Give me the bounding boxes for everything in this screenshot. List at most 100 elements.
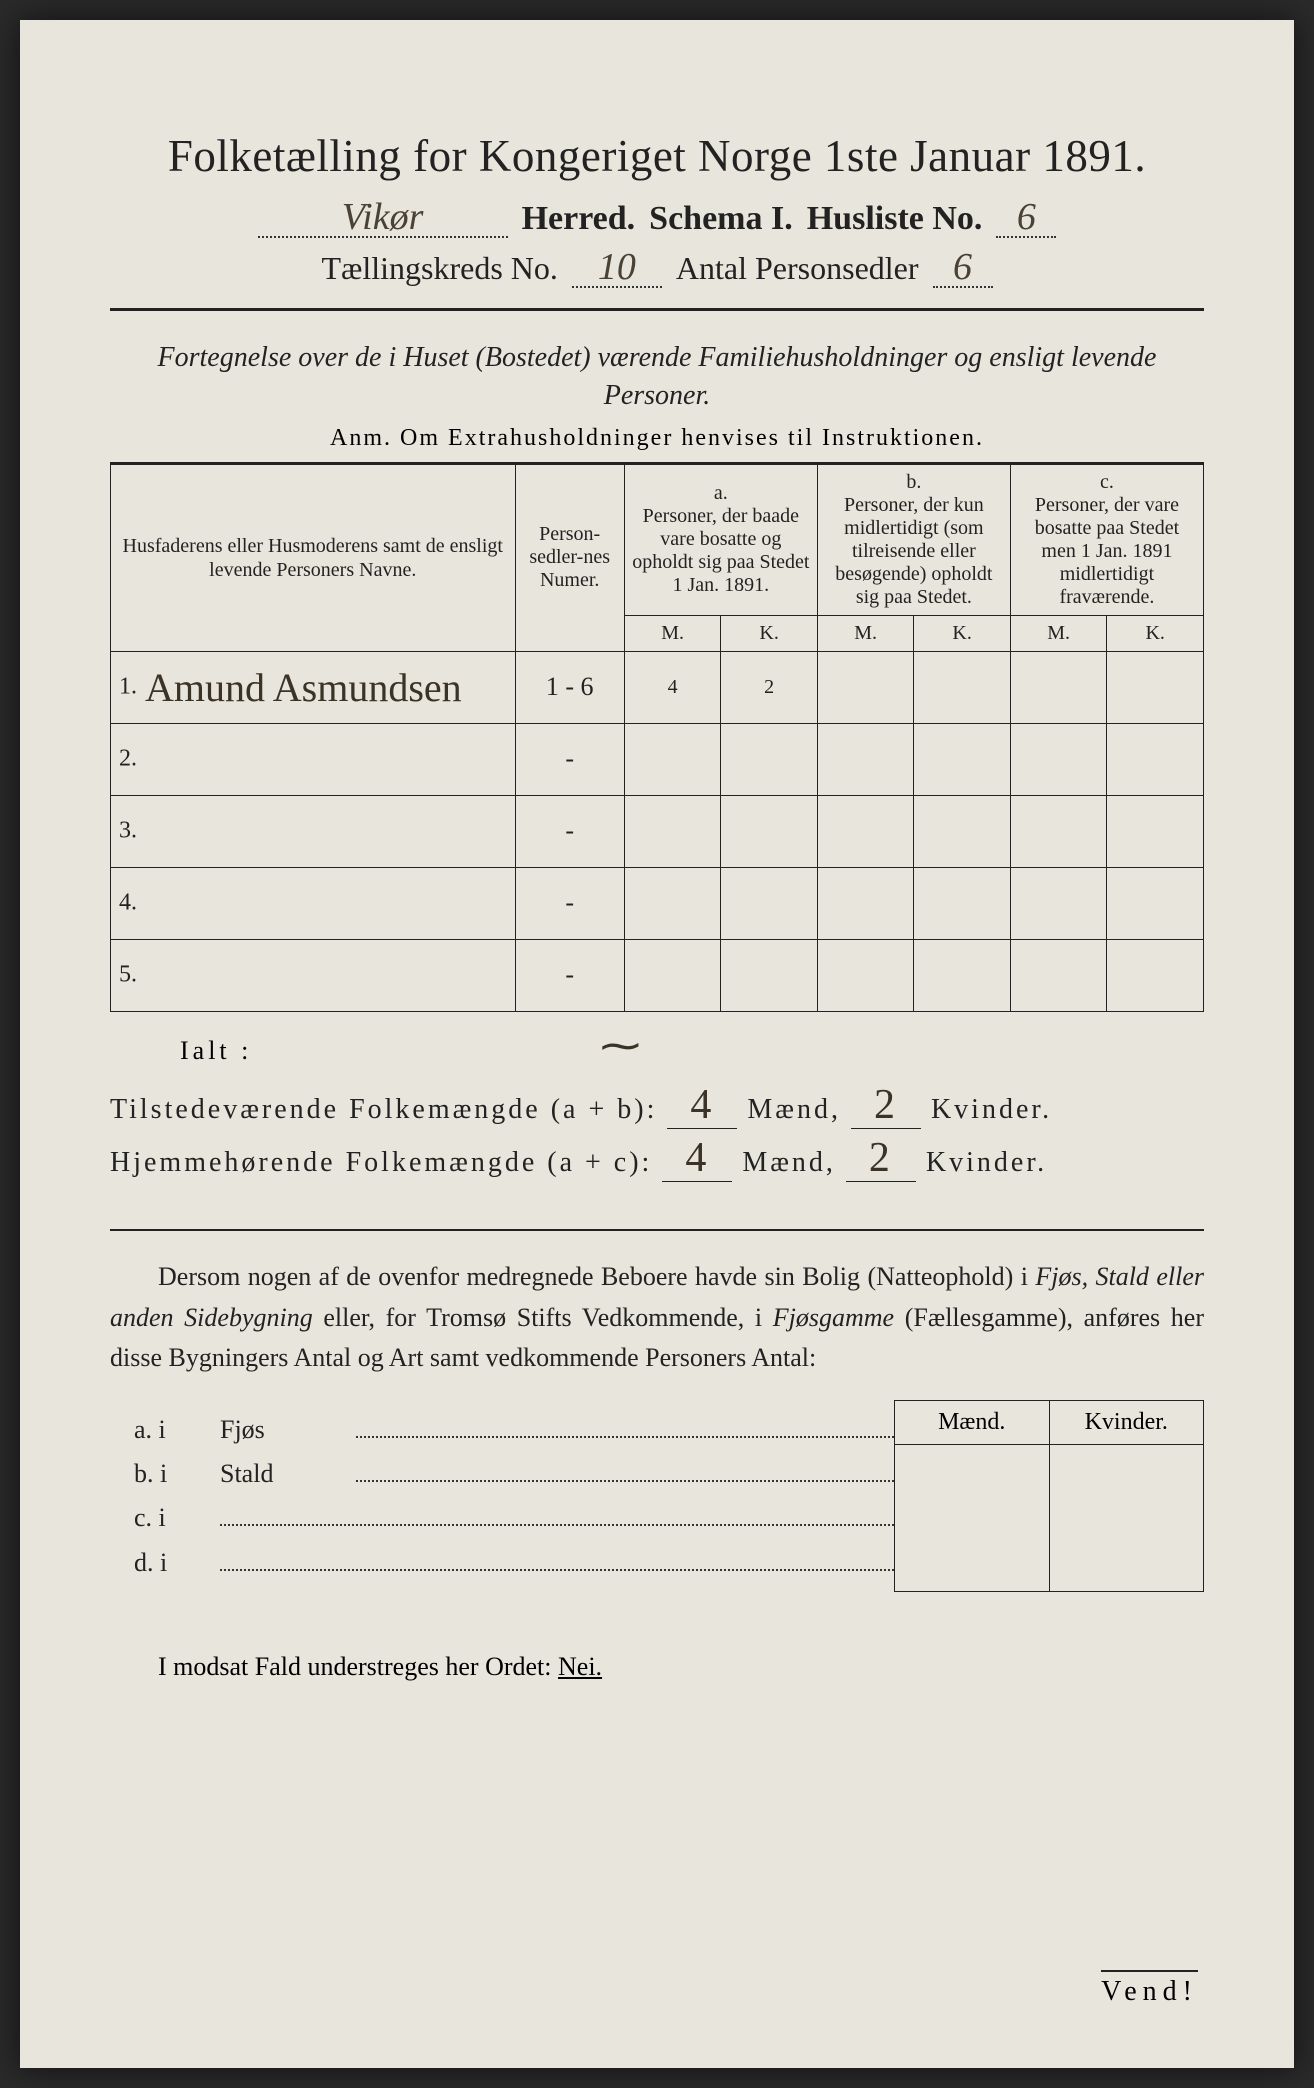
lower-left: a. i Fjøs b. i Stald c. i d. i	[110, 1400, 894, 1592]
col-b-text: Personer, der kun midlertidigt (som tilr…	[824, 494, 1004, 609]
totals-line-2: Hjemmehørende Folkemængde (a + c): 4 Mæn…	[110, 1136, 1204, 1189]
row4-name: 4.	[111, 867, 516, 939]
row5-num: -	[515, 939, 624, 1011]
table-body: 1. Amund Asmundsen 1 - 6 4 2 2. - 3. -	[111, 651, 1204, 1011]
subheading: Fortegnelse over de i Huset (Bostedet) v…	[150, 339, 1164, 415]
lower-K: Kvinder.	[1050, 1401, 1204, 1444]
dot-row-a: a. i Fjøs	[110, 1414, 894, 1444]
b-M: M.	[817, 615, 914, 651]
row2-n: 2.	[119, 746, 137, 773]
row4-n: 4.	[119, 890, 137, 917]
col-c-header: c. Personer, der vare bosatte paa Stedet…	[1010, 464, 1203, 615]
row3-num: -	[515, 795, 624, 867]
drc-fill	[220, 1503, 894, 1526]
c-M: M.	[1010, 615, 1107, 651]
drd-fill	[220, 1547, 894, 1570]
drb-lab: Stald	[220, 1459, 330, 1489]
col-num-header: Person-sedler-nes Numer.	[515, 464, 624, 651]
households-table: Husfaderens eller Husmoderens samt de en…	[110, 464, 1204, 1012]
main-title: Folketælling for Kongeriget Norge 1ste J…	[110, 130, 1204, 182]
herred-value: Vikør	[258, 200, 508, 238]
tl1-M: 4	[667, 1084, 737, 1129]
row1-n: 1.	[119, 674, 137, 701]
para-pre: Dersom nogen af de ovenfor medregnede Be…	[158, 1262, 1035, 1291]
schema-label: Schema I.	[649, 200, 793, 238]
lower-K-cell	[1050, 1445, 1204, 1591]
header-line-1: Vikør Herred. Schema I. Husliste No. 6	[110, 200, 1204, 238]
row1-aM: 4	[624, 651, 721, 723]
ialt-row: Ialt : ⁓	[110, 1028, 1204, 1075]
col-num-text: Person-sedler-nes Numer.	[529, 523, 610, 591]
dot-row-b: b. i Stald	[110, 1459, 894, 1489]
para-mid: eller, for Tromsø Stifts Vedkommende, i	[313, 1303, 773, 1332]
lower-M-cell	[895, 1445, 1050, 1591]
tl2-label: Hjemmehørende Folkemængde (a + c):	[110, 1136, 652, 1189]
row1-cK	[1107, 651, 1204, 723]
col-name-header: Husfaderens eller Husmoderens samt de en…	[111, 464, 516, 651]
tl2-kvinder: Kvinder.	[926, 1136, 1047, 1189]
dot-row-d: d. i	[110, 1547, 894, 1577]
nei-word: Nei.	[558, 1652, 602, 1681]
header-block: Folketælling for Kongeriget Norge 1ste J…	[110, 130, 1204, 288]
persed-value: 6	[933, 250, 993, 288]
row5-name: 5.	[111, 939, 516, 1011]
col-c-text: Personer, der vare bosatte paa Stedet me…	[1017, 494, 1197, 609]
drb-lead: b. i	[134, 1459, 194, 1489]
husliste-value: 6	[996, 200, 1056, 238]
totals-block: Tilstedeværende Folkemængde (a + b): 4 M…	[110, 1083, 1204, 1189]
col-a-top: a.	[631, 482, 811, 505]
husliste-label: Husliste No.	[807, 200, 983, 238]
census-form-page: Folketælling for Kongeriget Norge 1ste J…	[20, 20, 1294, 2068]
row1-bK	[914, 651, 1011, 723]
col-b-header: b. Personer, der kun midlertidigt (som t…	[817, 464, 1010, 615]
totals-line-1: Tilstedeværende Folkemængde (a + b): 4 M…	[110, 1083, 1204, 1136]
row4-num: -	[515, 867, 624, 939]
table-row: 3. -	[111, 795, 1204, 867]
row3-name: 3.	[111, 795, 516, 867]
dot-row-c: c. i	[110, 1503, 894, 1533]
table-row: 5. -	[111, 939, 1204, 1011]
ialt-scribble: ⁓	[600, 1022, 644, 1069]
kreds-value: 10	[572, 250, 662, 288]
para-it2: Fjøsgamme	[773, 1303, 894, 1332]
a-M: M.	[624, 615, 721, 651]
row2-name: 2.	[111, 723, 516, 795]
dwelling-paragraph: Dersom nogen af de ovenfor medregnede Be…	[110, 1257, 1204, 1378]
tl1-maend: Mænd,	[747, 1083, 841, 1136]
tl1-kvinder: Kvinder.	[931, 1083, 1052, 1136]
col-c-top: c.	[1017, 471, 1197, 494]
header-line-2: Tællingskreds No. 10 Antal Personsedler …	[110, 250, 1204, 288]
col-a-header: a. Personer, der baade vare bosatte og o…	[624, 464, 817, 615]
row5-n: 5.	[119, 962, 137, 989]
b-K: K.	[914, 615, 1011, 651]
row1-cM	[1010, 651, 1107, 723]
table-row: 1. Amund Asmundsen 1 - 6 4 2	[111, 651, 1204, 723]
drc-lead: c. i	[134, 1503, 194, 1533]
row1-name: 1. Amund Asmundsen	[111, 651, 516, 723]
kreds-label: Tællingskreds No.	[321, 250, 557, 287]
dra-fill	[356, 1414, 894, 1437]
row1-aK: 2	[721, 651, 818, 723]
persed-label: Antal Personsedler	[676, 250, 919, 287]
lower-mk-box: Mænd. Kvinder.	[894, 1400, 1204, 1592]
tl1-label: Tilstedeværende Folkemængde (a + b):	[110, 1083, 657, 1136]
a-K: K.	[721, 615, 818, 651]
dra-lead: a. i	[134, 1415, 194, 1445]
lower-mk-body	[895, 1445, 1203, 1591]
table-row: 4. -	[111, 867, 1204, 939]
lower-grid: a. i Fjøs b. i Stald c. i d. i Mænd. K	[110, 1400, 1204, 1592]
tl2-M: 4	[662, 1137, 732, 1182]
tl2-maend: Mænd,	[742, 1136, 836, 1189]
rule-1	[110, 308, 1204, 311]
col-b-top: b.	[824, 471, 1004, 494]
nei-line: I modsat Fald understreges her Ordet: Ne…	[110, 1652, 1204, 1682]
table-row: 2. -	[111, 723, 1204, 795]
row1-num: 1 - 6	[515, 651, 624, 723]
row2-num: -	[515, 723, 624, 795]
col-name-text: Husfaderens eller Husmoderens samt de en…	[123, 535, 503, 581]
ialt-label: Ialt :	[180, 1036, 252, 1066]
drb-fill	[356, 1459, 894, 1482]
dra-lab: Fjøs	[220, 1415, 330, 1445]
drd-lead: d. i	[134, 1548, 194, 1578]
row1-name-text: Amund Asmundsen	[145, 665, 462, 710]
